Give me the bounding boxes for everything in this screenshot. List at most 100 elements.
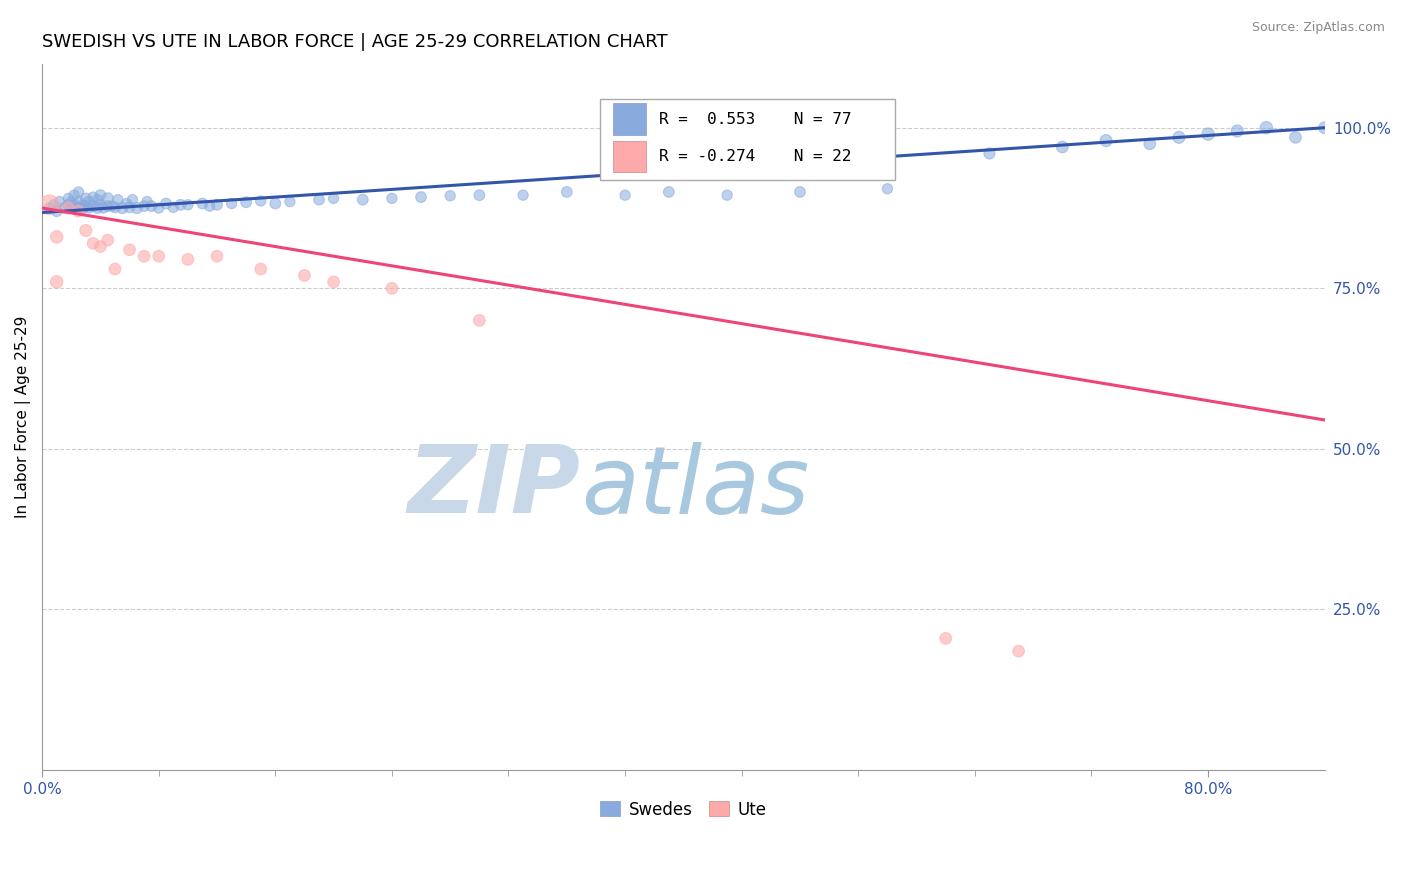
Point: [52, 201, 75, 215]
Point: [97, 191, 120, 205]
Point: [162, 200, 184, 214]
Point: [82, 190, 104, 204]
Point: [97, 199, 120, 213]
Text: SWEDISH VS UTE IN LABOR FORCE | AGE 25-29 CORRELATION CHART: SWEDISH VS UTE IN LABOR FORCE | AGE 25-2…: [42, 33, 668, 51]
Point: [89, 188, 111, 202]
Point: [67, 185, 90, 199]
Text: R =  0.553    N = 77: R = 0.553 N = 77: [659, 112, 852, 127]
Point: [658, 185, 681, 199]
Point: [205, 198, 228, 212]
Point: [67, 194, 90, 209]
Legend: Swedes, Ute: Swedes, Ute: [593, 794, 773, 825]
Point: [97, 233, 120, 247]
Point: [77, 201, 100, 215]
Point: [148, 249, 170, 263]
FancyBboxPatch shape: [600, 99, 896, 180]
Point: [42, 198, 65, 212]
Point: [134, 249, 156, 263]
Point: [67, 204, 90, 219]
Point: [118, 243, 141, 257]
Point: [121, 193, 143, 207]
Point: [249, 194, 271, 208]
Point: [104, 200, 127, 214]
Point: [60, 201, 83, 215]
Point: [381, 281, 404, 295]
Text: ZIP: ZIP: [408, 442, 581, 533]
Point: [1313, 120, 1336, 135]
Point: [58, 201, 80, 215]
Point: [198, 199, 221, 213]
Point: [1284, 130, 1306, 145]
Point: [512, 188, 534, 202]
Point: [63, 198, 86, 212]
Point: [107, 193, 129, 207]
Point: [58, 198, 80, 212]
Point: [134, 199, 156, 213]
Point: [82, 199, 104, 213]
Point: [75, 223, 97, 237]
Point: [111, 201, 134, 215]
Point: [101, 199, 124, 213]
Point: [1226, 124, 1249, 138]
Y-axis label: In Labor Force | Age 25-29: In Labor Force | Age 25-29: [15, 316, 31, 518]
Point: [439, 189, 461, 203]
Point: [169, 198, 191, 212]
FancyBboxPatch shape: [613, 103, 647, 135]
Point: [86, 201, 108, 215]
Point: [38, 201, 60, 215]
Point: [148, 201, 170, 215]
Point: [155, 196, 177, 211]
Point: [294, 268, 316, 283]
Point: [1139, 136, 1161, 151]
Point: [60, 194, 83, 209]
Text: atlas: atlas: [581, 442, 808, 533]
Point: [935, 632, 957, 646]
Point: [191, 196, 214, 211]
Point: [1052, 140, 1074, 154]
Point: [205, 249, 228, 263]
Point: [141, 199, 163, 213]
Point: [1197, 127, 1219, 141]
Point: [125, 201, 148, 215]
Point: [72, 201, 94, 215]
Point: [104, 262, 127, 277]
Point: [75, 199, 97, 213]
Point: [264, 196, 287, 211]
Point: [249, 262, 271, 277]
Point: [48, 194, 70, 209]
Point: [118, 200, 141, 214]
Point: [82, 236, 104, 251]
Point: [75, 191, 97, 205]
Point: [115, 196, 138, 211]
Point: [876, 182, 898, 196]
Point: [58, 191, 80, 205]
Point: [789, 185, 811, 199]
Point: [38, 198, 60, 212]
Point: [91, 201, 114, 215]
Point: [235, 195, 257, 210]
Point: [63, 188, 86, 202]
Point: [716, 188, 738, 202]
Point: [614, 188, 637, 202]
Point: [1256, 120, 1278, 135]
Point: [278, 194, 301, 209]
FancyBboxPatch shape: [613, 141, 647, 172]
Point: [177, 252, 200, 267]
Point: [45, 275, 67, 289]
Point: [45, 204, 67, 219]
Point: [979, 146, 1001, 161]
Point: [45, 230, 67, 244]
Point: [555, 185, 578, 199]
Point: [322, 275, 344, 289]
Point: [72, 198, 94, 212]
Text: R = -0.274    N = 22: R = -0.274 N = 22: [659, 149, 852, 164]
Point: [322, 191, 344, 205]
Point: [352, 193, 374, 207]
Text: Source: ZipAtlas.com: Source: ZipAtlas.com: [1251, 21, 1385, 34]
Point: [409, 190, 432, 204]
Point: [308, 193, 330, 207]
Point: [77, 194, 100, 209]
Point: [86, 193, 108, 207]
Point: [221, 196, 243, 211]
Point: [468, 313, 491, 327]
